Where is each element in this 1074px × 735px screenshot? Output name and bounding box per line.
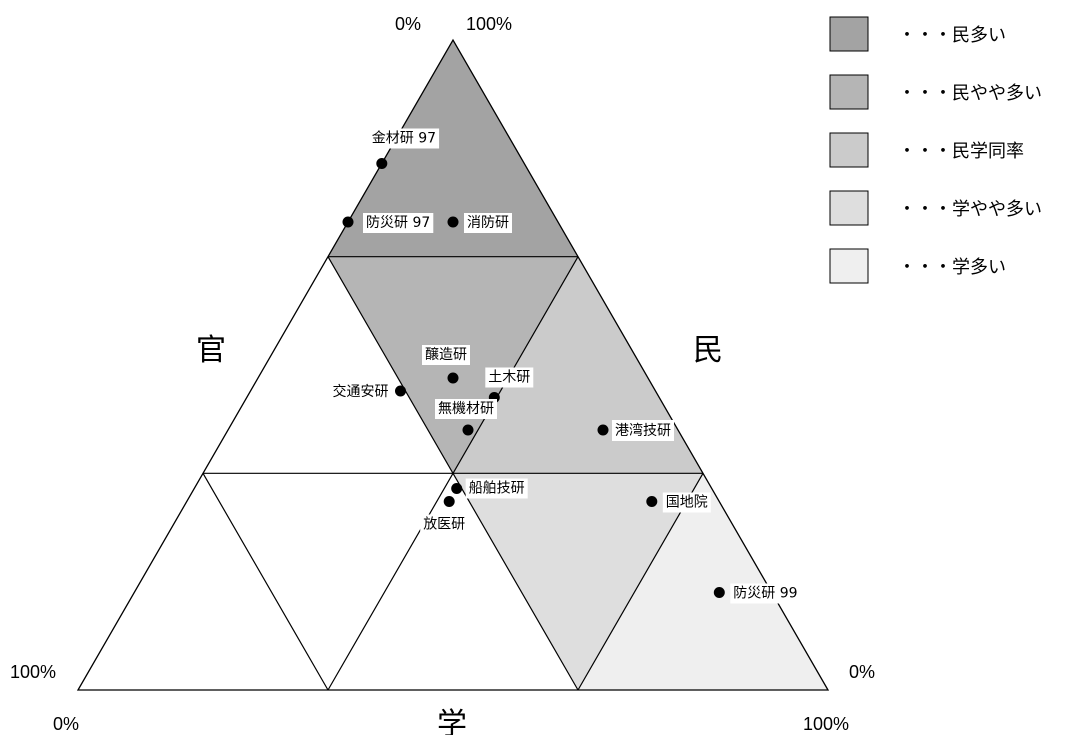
- corner-label-left: 100%: [10, 662, 56, 682]
- point-marker: [451, 483, 463, 494]
- legend-label: ・・・学やや多い: [898, 199, 1042, 220]
- point-label-background: [485, 367, 534, 388]
- axis-label-left: 官: [196, 333, 226, 368]
- point-label-background: [465, 478, 528, 499]
- region-gaku-slightly-many: [453, 473, 703, 690]
- legend-swatch: [829, 190, 869, 226]
- point-label-background: [363, 213, 434, 233]
- legend-swatch: [829, 16, 869, 52]
- region-gaku-many: [578, 473, 828, 690]
- legend-label: ・・・民多い: [898, 25, 1006, 46]
- data-point: 放医研: [420, 496, 469, 535]
- legend-item: ・・・民やや多い: [829, 74, 1042, 110]
- point-label: 船舶技研: [469, 481, 525, 497]
- legend-item: ・・・民学同率: [829, 132, 1024, 168]
- point-marker: [342, 216, 354, 228]
- region-min-gaku-equal: [453, 256, 703, 474]
- point-marker: [462, 424, 474, 436]
- axis-label-right: 民: [693, 333, 723, 368]
- point-label: 消防研: [467, 215, 509, 231]
- corner-label-right: 0%: [849, 662, 875, 682]
- point-label-background: [329, 381, 392, 402]
- legend-item: ・・・学多い: [829, 248, 1006, 284]
- data-point: 防災研 97: [342, 213, 434, 233]
- data-point: 無機材研: [435, 399, 497, 436]
- point-label: 土木研: [488, 370, 530, 386]
- data-point: 船舶技研: [451, 478, 528, 499]
- legend-swatch: [829, 132, 869, 168]
- corner-label-bottom-right: 100%: [803, 714, 849, 734]
- point-label-background: [368, 128, 440, 149]
- point-label: 無機材研: [438, 401, 494, 417]
- point-label: 交通安研: [333, 383, 389, 400]
- legend-label: ・・・民やや多い: [898, 83, 1042, 104]
- gridline-gaku-one-third: [327, 256, 579, 691]
- point-label: 国地院: [666, 495, 708, 511]
- point-label-background: [662, 492, 711, 513]
- point-marker: [646, 496, 658, 507]
- data-point: 消防研: [447, 213, 512, 233]
- data-point: 土木研: [485, 367, 534, 403]
- triangle-outline: [76, 38, 830, 691]
- point-marker: [597, 424, 609, 436]
- point-label: 醸造研: [425, 347, 467, 363]
- data-point: 醸造研: [422, 345, 470, 384]
- gridline-kan-two-thirds: [202, 473, 329, 691]
- legend-item: ・・・民多い: [829, 16, 1006, 52]
- data-point: 金材研 97: [368, 128, 440, 169]
- point-label-background: [422, 345, 470, 365]
- legend-swatch: [829, 248, 869, 284]
- point-label-background: [420, 514, 469, 535]
- corner-label-top-left: 0%: [395, 14, 421, 34]
- point-marker: [447, 372, 459, 384]
- corner-label-bottom-left: 0%: [53, 714, 79, 734]
- point-marker: [443, 496, 455, 507]
- point-label: 防災研 97: [366, 215, 430, 231]
- point-label-background: [730, 583, 801, 604]
- point-label: 防災研 99: [733, 586, 797, 602]
- legend-swatch: [829, 74, 869, 110]
- axis-label-bottom: 学: [437, 707, 467, 735]
- data-points: 金材研 97 防災研 97 消防研醸造研土木研交通安研無機材研港湾技研船舶技研放医研…: [329, 128, 801, 604]
- point-label: 港湾技研: [615, 422, 671, 439]
- legend-label: ・・・民学同率: [898, 141, 1024, 162]
- point-label-background: [464, 213, 512, 233]
- region-min-many: [328, 40, 578, 257]
- point-marker: [713, 587, 725, 598]
- point-label-background: [612, 420, 674, 441]
- point-marker: [447, 216, 459, 228]
- data-point: 交通安研: [329, 381, 406, 402]
- point-marker: [376, 158, 388, 169]
- data-point: 防災研 99: [713, 583, 801, 604]
- legend: ・・・民多い・・・民やや多い・・・民学同率・・・学やや多い・・・学多い: [829, 16, 1042, 284]
- point-label: 放医研: [423, 517, 465, 533]
- legend-item: ・・・学やや多い: [829, 190, 1042, 226]
- point-label-background: [435, 399, 497, 419]
- data-point: 国地院: [646, 492, 711, 513]
- corner-label-top-right: 100%: [466, 14, 512, 34]
- legend-label: ・・・学多い: [898, 257, 1006, 278]
- point-label: 金材研 97: [372, 131, 436, 147]
- point-marker: [395, 385, 406, 397]
- data-point: 港湾技研: [597, 420, 674, 441]
